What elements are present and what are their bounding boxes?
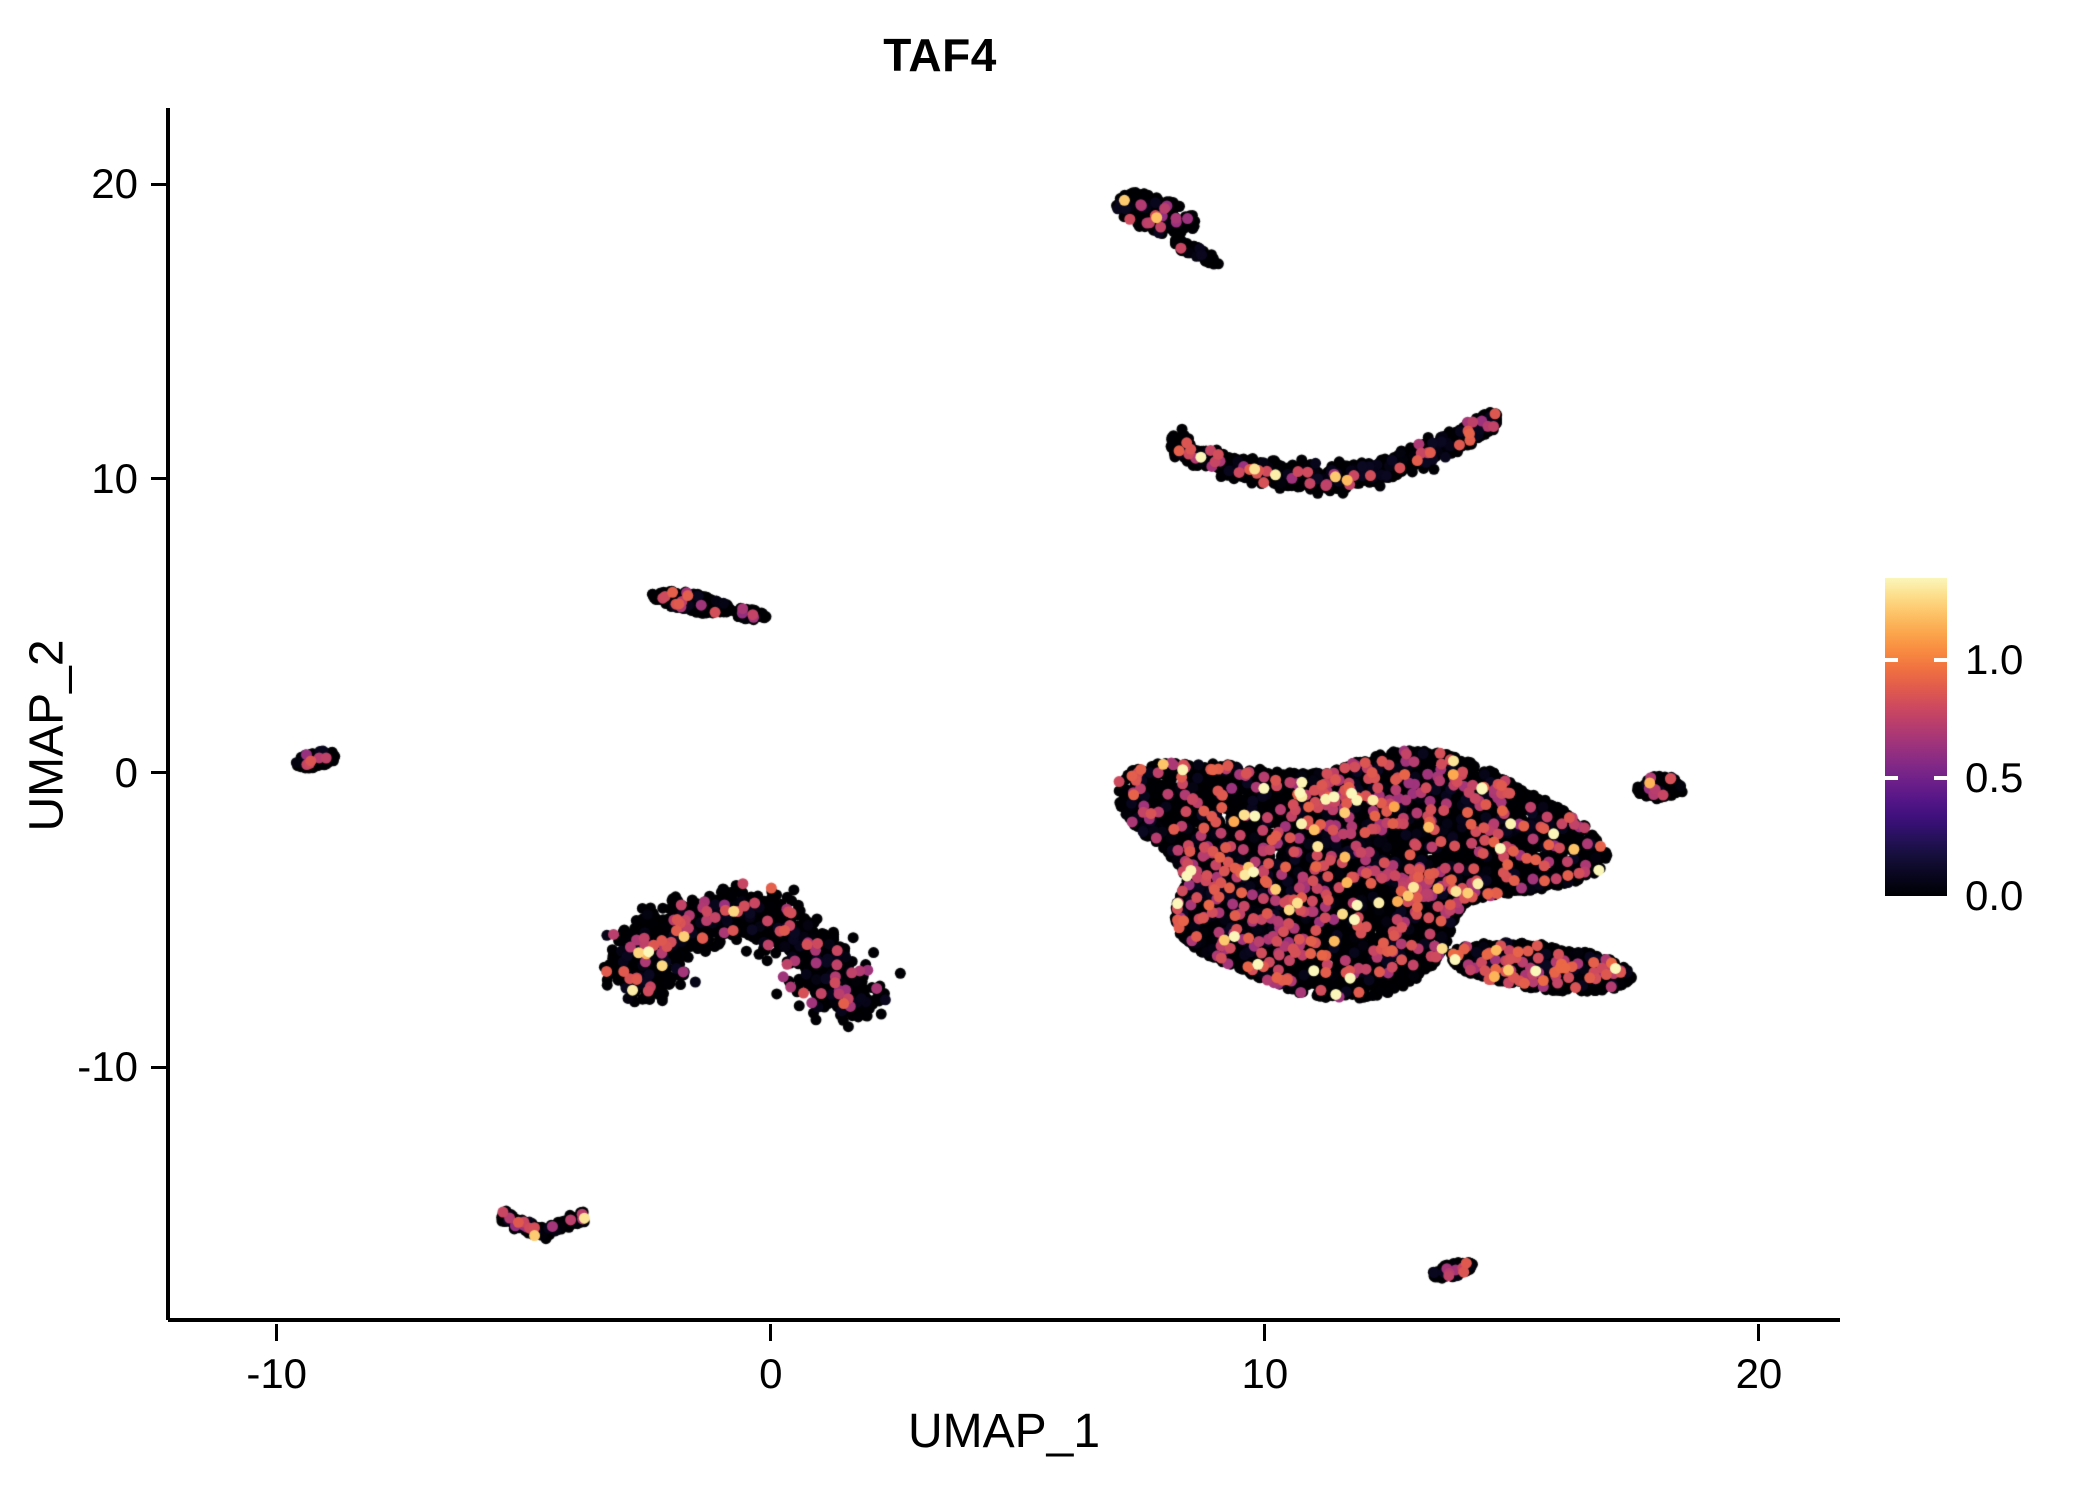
y-axis-line xyxy=(166,108,170,1320)
colorbar-tick xyxy=(1934,776,1947,781)
colorbar-tick xyxy=(1885,658,1898,663)
y-tick-mark xyxy=(151,182,167,186)
colorbar-tick xyxy=(1934,658,1947,663)
colorbar-label: 0.5 xyxy=(1965,754,2024,802)
x-tick-label: -10 xyxy=(246,1350,308,1397)
page-title: TAF4 xyxy=(883,29,997,81)
y-tick-label: 0 xyxy=(114,748,138,796)
y-axis-title: UMAP_2 xyxy=(20,639,74,832)
x-tick-mark xyxy=(1263,1324,1267,1341)
x-tick-mark xyxy=(275,1324,279,1341)
y-tick-label: 10 xyxy=(91,454,138,502)
plot-panel xyxy=(168,108,1838,1320)
y-tick-mark xyxy=(151,1065,167,1069)
x-tick-label: 20 xyxy=(1735,1350,1783,1397)
x-tick-label: 0 xyxy=(759,1350,783,1397)
scatter-plot-canvas xyxy=(168,108,1838,1320)
x-tick-mark xyxy=(769,1324,773,1341)
x-tick-label: 10 xyxy=(1241,1350,1289,1397)
y-tick-label: -10 xyxy=(77,1043,138,1090)
x-axis-title: UMAP_1 xyxy=(907,1405,1101,1458)
colorbar-gradient xyxy=(1885,578,1947,896)
color-legend: 1.0 0.5 0.0 xyxy=(1885,578,2085,917)
colorbar-label: 1.0 xyxy=(1965,636,2024,684)
colorbar-tick xyxy=(1885,776,1898,781)
x-axis-line xyxy=(168,1318,1840,1322)
y-tick-mark xyxy=(151,771,167,775)
colorbar-label: 0.0 xyxy=(1965,872,2024,919)
y-tick-label: 20 xyxy=(91,160,138,208)
y-tick-mark xyxy=(151,477,167,481)
x-tick-mark xyxy=(1757,1324,1761,1341)
